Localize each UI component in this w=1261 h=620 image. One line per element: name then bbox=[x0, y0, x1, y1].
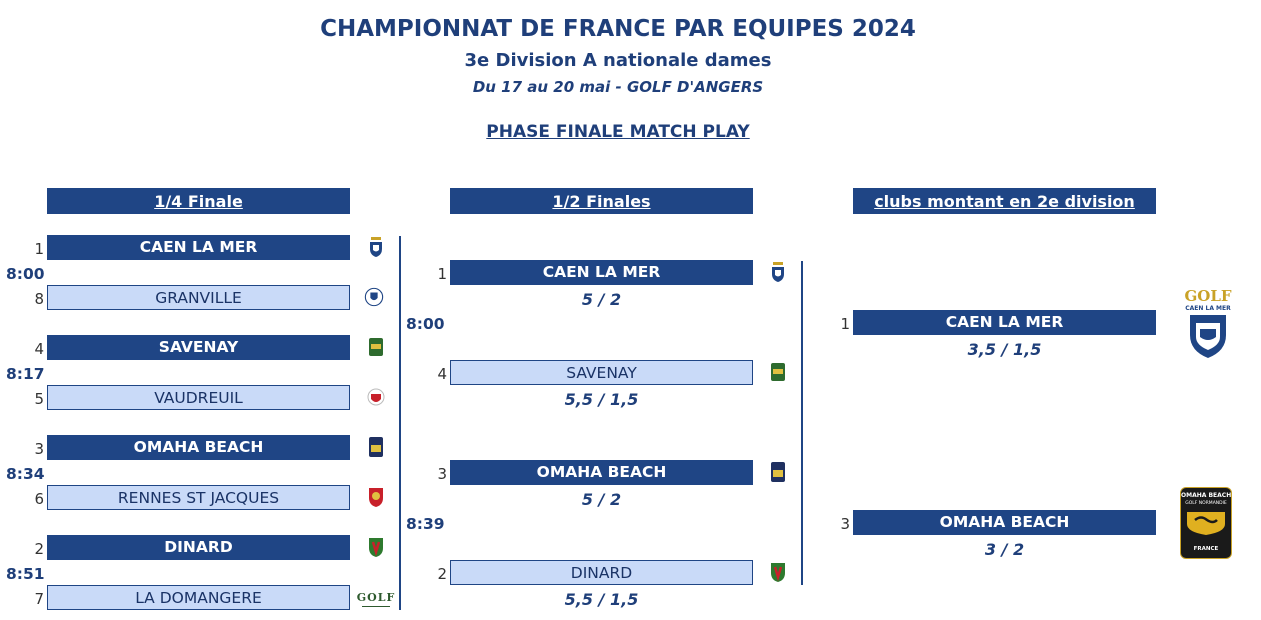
omaha-beach-logo-icon bbox=[369, 437, 383, 457]
seed: 8 bbox=[34, 290, 44, 308]
seed: 5 bbox=[34, 390, 44, 408]
team-name: OMAHA BEACH bbox=[47, 435, 350, 460]
seed: 1 bbox=[437, 265, 447, 283]
event-dates: Du 17 au 20 mai - GOLF D'ANGERS bbox=[472, 78, 764, 96]
match-time: 8:17 bbox=[6, 365, 45, 383]
seed: 1 bbox=[34, 240, 44, 258]
seed: 6 bbox=[34, 490, 44, 508]
granville-logo-icon bbox=[364, 287, 384, 307]
team-name: DINARD bbox=[450, 560, 753, 585]
page-subtitle: 3e Division A nationale dames bbox=[464, 50, 772, 71]
team-name: SAVENAY bbox=[47, 335, 350, 360]
team-name: OMAHA BEACH bbox=[853, 510, 1156, 535]
match-time: 8:39 bbox=[406, 515, 445, 533]
omaha-beach-logo-icon bbox=[771, 462, 785, 482]
match-score: 5,5 / 1,5 bbox=[564, 390, 639, 409]
match-time: 8:51 bbox=[6, 565, 45, 583]
match-score: 3 / 2 bbox=[984, 540, 1025, 559]
savenay-logo-icon bbox=[369, 338, 383, 356]
page-title: CHAMPIONNAT DE FRANCE PAR EQUIPES 2024 bbox=[320, 16, 916, 42]
seed: 2 bbox=[34, 540, 44, 558]
team-name: CAEN LA MER bbox=[47, 235, 350, 260]
match-score: 3,5 / 1,5 bbox=[967, 340, 1042, 359]
bracket-line bbox=[801, 261, 803, 585]
dinard-logo-icon bbox=[369, 538, 383, 557]
semifinal-header: 1/2 Finales bbox=[450, 188, 753, 214]
match-score: 5 / 2 bbox=[581, 290, 622, 309]
match-time: 8:00 bbox=[6, 265, 45, 283]
caen-la-mer-logo-icon bbox=[772, 262, 784, 282]
team-name: LA DOMANGERE bbox=[47, 585, 350, 610]
caen-la-mer-logo-icon bbox=[370, 237, 382, 257]
caen-la-mer-shield-icon bbox=[1190, 315, 1226, 358]
team-name: GRANVILLE bbox=[47, 285, 350, 310]
seed: 7 bbox=[34, 590, 44, 608]
match-score: 5,5 / 1,5 bbox=[564, 590, 639, 609]
team-name: CAEN LA MER bbox=[450, 260, 753, 285]
team-name: CAEN LA MER bbox=[853, 310, 1156, 335]
seed: 1 bbox=[840, 315, 850, 333]
match-time: 8:34 bbox=[6, 465, 45, 483]
promoted-header: clubs montant en 2e division bbox=[853, 188, 1156, 214]
bracket-line bbox=[399, 236, 401, 610]
la-domangere-logo-icon: GOLF bbox=[356, 586, 396, 610]
match-time: 8:00 bbox=[406, 315, 445, 333]
quarterfinal-header: 1/4 Finale bbox=[47, 188, 350, 214]
vaudreuil-logo-icon bbox=[367, 388, 385, 406]
seed: 3 bbox=[437, 465, 447, 483]
caen-la-mer-large-logo: GOLF CAEN LA MER bbox=[1176, 287, 1240, 361]
seed: 3 bbox=[34, 440, 44, 458]
team-name: SAVENAY bbox=[450, 360, 753, 385]
omaha-beach-large-logo: OMAHA BEACH GOLF NORMANDIE FRANCE bbox=[1180, 487, 1232, 559]
match-score: 5 / 2 bbox=[581, 490, 622, 509]
logo-title-text: OMAHA BEACH bbox=[1181, 492, 1232, 499]
seed: 2 bbox=[437, 565, 447, 583]
logo-golf-text: GOLF bbox=[1184, 287, 1232, 305]
lion-emblem-icon bbox=[1187, 512, 1225, 535]
team-name: VAUDREUIL bbox=[47, 385, 350, 410]
logo-sub-text: CAEN LA MER bbox=[1185, 305, 1231, 312]
savenay-logo-icon bbox=[771, 363, 785, 381]
logo-sub-text: GOLF NORMANDIE bbox=[1185, 501, 1227, 506]
dinard-logo-icon bbox=[771, 563, 785, 582]
la-domangere-logo-text: GOLF bbox=[356, 591, 396, 604]
seed: 3 bbox=[840, 515, 850, 533]
team-name: DINARD bbox=[47, 535, 350, 560]
team-name: OMAHA BEACH bbox=[450, 460, 753, 485]
rennes-logo-icon bbox=[369, 488, 383, 507]
team-name: RENNES ST JACQUES bbox=[47, 485, 350, 510]
seed: 4 bbox=[34, 340, 44, 358]
logo-foot-text: FRANCE bbox=[1193, 546, 1219, 552]
phase-title: PHASE FINALE MATCH PLAY bbox=[486, 122, 750, 142]
seed: 4 bbox=[437, 365, 447, 383]
